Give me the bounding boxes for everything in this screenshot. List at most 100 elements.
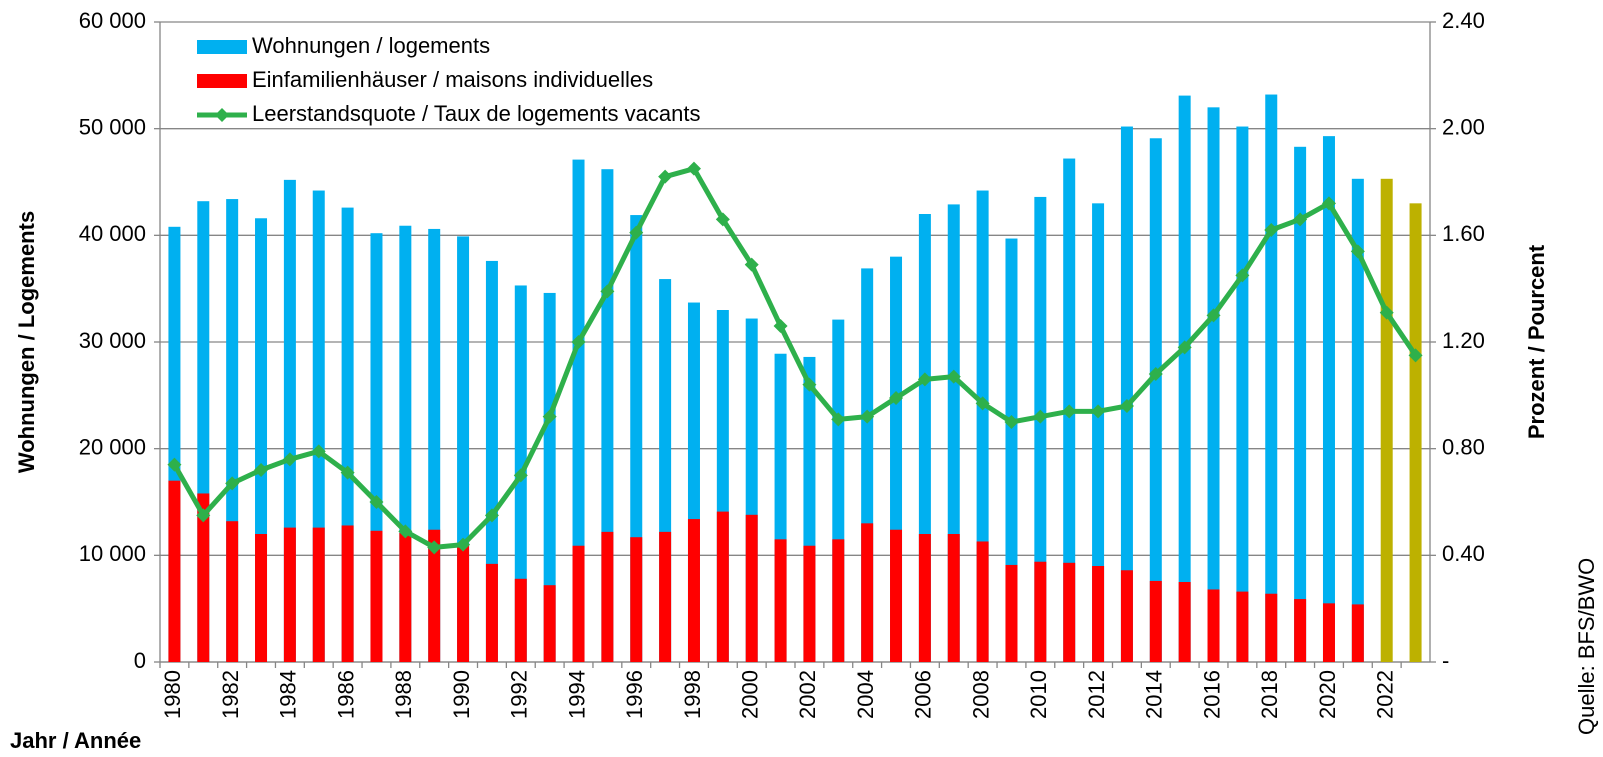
x-tick-label: 2004: [853, 670, 878, 719]
line-marker: [196, 508, 211, 523]
bar: [1120, 570, 1133, 662]
bar: [774, 539, 787, 662]
bar: [976, 541, 989, 662]
line-marker: [773, 319, 788, 333]
source: Quelle: BFS/BWO: [1574, 558, 1599, 735]
bar: [543, 585, 556, 662]
line-marker: [1264, 223, 1279, 237]
line-marker: [889, 391, 904, 405]
line-marker: [860, 409, 875, 424]
bar: [255, 534, 268, 662]
bar: [1236, 126, 1249, 663]
x-tick-label: 1984: [276, 670, 301, 719]
legend-label: Wohnungen / logements: [252, 33, 490, 58]
line-marker: [369, 495, 384, 509]
y2-tick-label: 1.20: [1442, 328, 1485, 353]
bar: [370, 530, 383, 662]
x-tick-label: 1990: [449, 670, 474, 719]
line-marker: [1119, 399, 1134, 413]
x-tick-label: 2014: [1142, 670, 1167, 719]
x-tick-label: 2020: [1315, 670, 1340, 719]
line-marker: [1206, 308, 1221, 323]
line-marker: [946, 369, 961, 384]
bar: [1351, 178, 1364, 663]
line-marker: [456, 537, 471, 552]
bar: [485, 563, 498, 662]
line-marker: [571, 335, 586, 349]
line-marker: [167, 457, 182, 472]
x-tick-label: 1980: [160, 670, 185, 719]
bar: [1265, 593, 1278, 662]
line-marker: [427, 540, 442, 555]
y2-tick-label: -: [1442, 648, 1449, 673]
line-marker: [1062, 404, 1077, 419]
x-tick-label: 1998: [680, 670, 705, 719]
bar: [1034, 561, 1047, 662]
line-marker: [600, 284, 615, 299]
bar: [1409, 203, 1422, 663]
y-tick-label: 40 000: [79, 221, 146, 246]
bar: [341, 525, 354, 662]
bar: [283, 527, 296, 662]
x-tick-label: 1994: [564, 670, 589, 719]
bar: [514, 578, 527, 662]
y-axis-label: Wohnungen / Logements: [14, 211, 39, 473]
x-axis-label: Jahr / Année: [10, 728, 141, 753]
line-marker: [1408, 348, 1423, 363]
y2-tick-label: 0.40: [1442, 541, 1485, 566]
y2-tick-label: 0.80: [1442, 434, 1485, 459]
x-tick-label: 2012: [1084, 670, 1109, 719]
line-marker: [340, 465, 355, 480]
bar: [1120, 126, 1133, 663]
line-marker: [686, 161, 701, 176]
line-marker: [1177, 340, 1192, 355]
legend-swatch: [197, 74, 247, 88]
legend-marker: [215, 108, 229, 122]
bar: [1178, 582, 1191, 662]
x-tick-label: 1996: [622, 670, 647, 719]
y2-axis-label: Prozent / Pourcent: [1524, 244, 1549, 439]
bar: [1063, 562, 1076, 662]
y2-tick-label: 1.60: [1442, 221, 1485, 246]
bar: [716, 511, 729, 662]
x-tick-label: 2008: [968, 670, 993, 719]
x-tick-label: 2010: [1026, 670, 1051, 719]
line-marker: [484, 508, 499, 523]
bar: [659, 531, 672, 662]
line-marker: [254, 463, 269, 477]
bar: [255, 218, 268, 662]
bar: [918, 534, 931, 662]
legend-label: Leerstandsquote / Taux de logements vaca…: [252, 101, 700, 126]
x-tick-label: 1986: [333, 670, 358, 719]
legend-swatch: [197, 40, 247, 54]
bar: [572, 159, 585, 662]
line-marker: [1091, 404, 1106, 419]
x-tick-label: 2002: [795, 670, 820, 719]
y2-tick-label: 2.40: [1442, 8, 1485, 33]
x-tick-label: 2018: [1257, 670, 1282, 719]
line: [172, 166, 1418, 550]
line-marker: [658, 169, 673, 184]
x-tick-label: 2016: [1199, 670, 1224, 719]
y-tick-label: 20 000: [79, 434, 146, 459]
bar: [1092, 566, 1105, 662]
bar: [1294, 599, 1307, 662]
bar: [1322, 136, 1335, 663]
line-marker: [802, 377, 817, 392]
line-marker: [715, 212, 730, 227]
bar: [312, 527, 325, 662]
bar: [861, 523, 874, 662]
line-marker: [1033, 409, 1048, 424]
line-marker: [282, 452, 297, 467]
x-tick-label: 2000: [738, 670, 763, 719]
x-tick-label: 1992: [507, 670, 532, 719]
bar: [1149, 580, 1162, 662]
bar: [168, 480, 181, 662]
y-tick-label: 10 000: [79, 541, 146, 566]
bar: [687, 519, 700, 662]
bar: [1149, 138, 1162, 662]
bar: [601, 531, 614, 662]
bar: [1351, 604, 1364, 662]
bar: [630, 537, 643, 662]
